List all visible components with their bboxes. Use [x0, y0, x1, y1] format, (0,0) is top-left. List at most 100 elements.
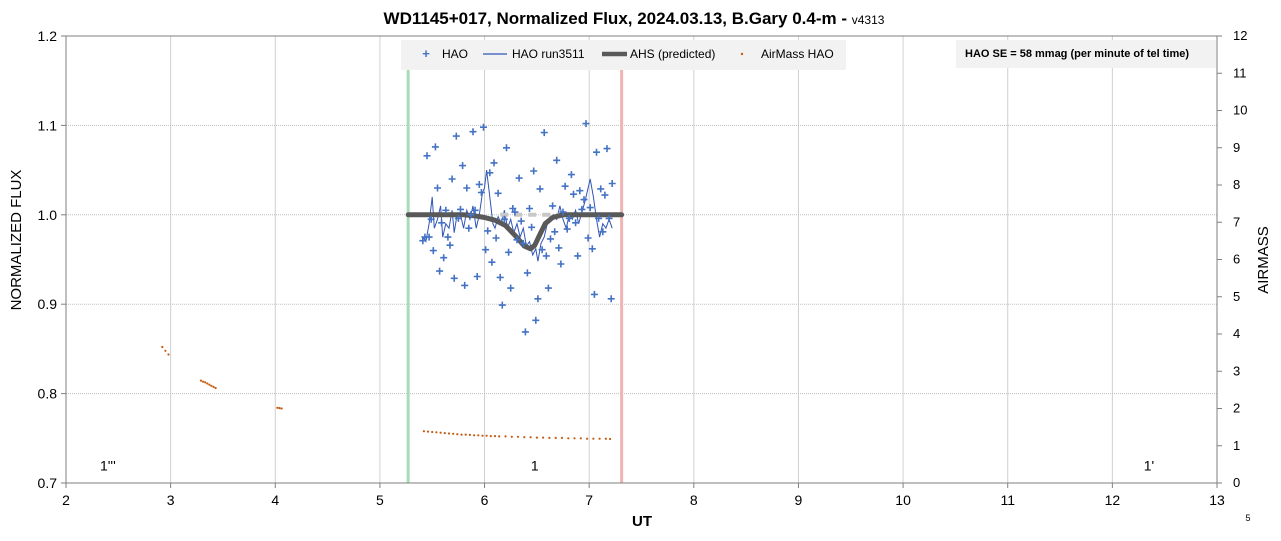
- hao-data-point: [544, 284, 552, 292]
- hao-data-point: [488, 258, 496, 266]
- hao-data-point: [603, 145, 611, 153]
- airmass-data-point: [604, 437, 608, 440]
- hao-data-point: [515, 174, 523, 182]
- hao-data-point: [471, 206, 479, 214]
- marker-lines: [406, 42, 624, 483]
- hao-data-point: [549, 202, 557, 210]
- hao-data-point: [538, 246, 546, 254]
- annotation-label: 1''': [100, 457, 116, 473]
- hao-data-point: [534, 295, 542, 303]
- airmass-data-point: [554, 436, 557, 439]
- airmass-data-point: [210, 384, 213, 387]
- chart-title-line: WD1145+017, Normalized Flux, 2024.03.13,…: [384, 9, 885, 28]
- legend-ahs-label: AHS (predicted): [630, 47, 715, 61]
- hao-data-point: [436, 267, 444, 275]
- airmass-data-point: [208, 383, 211, 386]
- chart-title-separator: -: [837, 9, 852, 28]
- hao-data-point: [580, 196, 588, 204]
- airmass-data-point: [164, 349, 167, 352]
- hao-data-point: [496, 273, 504, 281]
- airmass-data-point: [542, 436, 545, 439]
- hao-data-point: [593, 148, 600, 156]
- airmass-data-point: [431, 430, 434, 434]
- airmass-data-point: [548, 436, 551, 439]
- airmass-data-point: [498, 435, 501, 438]
- hao-data-point: [607, 295, 615, 303]
- airmass-data-point: [529, 436, 532, 439]
- se-note-text: HAO SE = 58 mmag (per minute of tel time…: [965, 48, 1189, 60]
- hao-data-point: [475, 180, 483, 188]
- airmass-data-point: [477, 434, 480, 437]
- hao-data-point: [567, 171, 575, 179]
- y2-tick-label: 5: [1233, 289, 1240, 304]
- hao-data-point: [503, 144, 510, 152]
- airmass-data-point: [214, 386, 217, 390]
- hao-data-point: [517, 217, 525, 225]
- legend-run-label: HAO run3511: [512, 47, 585, 61]
- hao-data-point: [526, 205, 533, 212]
- series-hao-run3511-line: [422, 170, 613, 262]
- hao-data-point: [450, 274, 458, 282]
- hao-data-point: [429, 247, 437, 255]
- hao-data-point: [469, 128, 477, 136]
- hao-data-point: [480, 123, 487, 131]
- airmass-data-point: [456, 433, 459, 436]
- hao-data-point: [490, 159, 498, 167]
- airmass-data-point: [586, 437, 589, 440]
- hao-data-point: [511, 208, 519, 216]
- hao-data-point: [559, 208, 567, 216]
- airmass-data-point: [516, 435, 520, 438]
- legend: + HAO HAO run3511 AHS (predicted) AirMas…: [401, 40, 846, 70]
- hao-data-point: [540, 129, 548, 137]
- airmass-data-point: [202, 380, 205, 383]
- airmass-data-point: [199, 379, 203, 382]
- x-tick-label: 13: [1209, 492, 1225, 508]
- x-tick-label: 8: [690, 492, 698, 508]
- hao-data-point: [563, 225, 571, 233]
- hao-data-point: [442, 206, 450, 214]
- hao-data-point: [419, 237, 427, 245]
- airmass-data-point: [473, 434, 476, 437]
- hao-data-point: [431, 143, 439, 151]
- y-tick-label: 1.2: [38, 28, 58, 44]
- airmass-data-point: [481, 434, 484, 437]
- hao-data-point: [459, 162, 467, 170]
- airmass-data-point: [567, 437, 570, 440]
- airmass-data-point: [422, 430, 425, 433]
- hao-data-point: [463, 184, 471, 192]
- hao-data-point: [565, 214, 573, 222]
- annotation-label: 1': [1144, 457, 1154, 473]
- y2-tick-label: 3: [1233, 363, 1240, 378]
- hao-data-point: [427, 215, 435, 223]
- hao-data-point: [590, 290, 598, 298]
- hao-data-point: [595, 214, 603, 222]
- x-tick-label: 12: [1105, 492, 1121, 508]
- hao-data-point: [500, 215, 508, 223]
- y-tick-label: 1.0: [38, 207, 58, 223]
- airmass-data-point: [468, 433, 471, 436]
- y2-tick-label: 12: [1233, 28, 1247, 43]
- hao-data-point: [557, 260, 565, 268]
- airmass-data-point: [489, 435, 492, 438]
- y-axis-title: NORMALIZED FLUX: [8, 170, 25, 311]
- annotations: 1''' 1 1': [100, 453, 1175, 476]
- hao-data-point: [452, 132, 460, 140]
- hao-data-point: [484, 227, 492, 235]
- series-ahs-predicted-line: [405, 212, 625, 252]
- y-tick-label: 0.8: [38, 386, 58, 402]
- airmass-data-point: [592, 437, 595, 440]
- legend-airmass-marker: [740, 52, 744, 56]
- legend-hao-marker: +: [422, 46, 430, 61]
- y-tick-label: 0.9: [38, 296, 58, 312]
- hao-data-point: [492, 234, 500, 242]
- hao-data-point: [547, 235, 554, 243]
- airmass-data-point: [493, 435, 497, 438]
- hao-data-point: [536, 185, 544, 193]
- hao-data-point: [448, 175, 456, 183]
- y2-tick-label: 1: [1233, 438, 1240, 453]
- hao-data-point: [605, 214, 613, 222]
- chart-title-version: v4313: [852, 13, 885, 27]
- hao-data-point: [576, 187, 584, 195]
- x-axis-title: UT: [632, 513, 652, 530]
- hao-data-point: [465, 224, 473, 232]
